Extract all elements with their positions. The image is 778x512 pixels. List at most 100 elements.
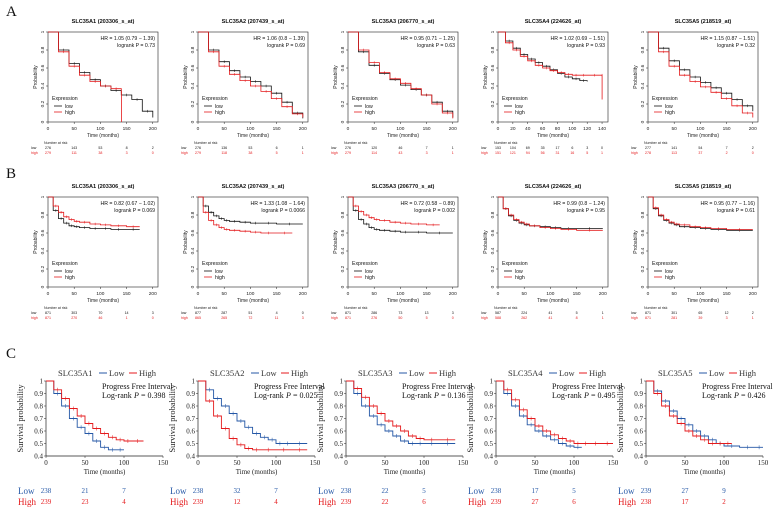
x-axis-label: Time (months)	[237, 298, 269, 304]
risk-low-count: 17	[555, 146, 559, 150]
y-tick-label: 0.4	[190, 247, 196, 254]
p-symbol: P	[433, 391, 439, 400]
hazard-ratio-text: HR = 0.72 (0.58 − 0.89)	[400, 201, 455, 207]
y-tick-label: 0.6	[340, 229, 346, 236]
legend-high-label: high	[65, 110, 75, 116]
x-tick-label: 50	[222, 291, 228, 297]
pfi-label: Progress Free Interval	[402, 382, 473, 391]
x-tick-label: 0	[647, 126, 650, 132]
plot-frame	[497, 196, 609, 288]
legend-low-label: low	[665, 104, 673, 110]
logrank-label: Log-rank	[552, 391, 582, 400]
risk-high-label: High	[170, 497, 189, 507]
x-tick-label: 100	[568, 126, 576, 132]
risk-table-header: Number at risk	[194, 141, 218, 145]
x-tick-label: 140	[598, 126, 606, 132]
y-tick-label: 0	[190, 120, 196, 123]
x-tick-label: 100	[396, 126, 404, 132]
plot-frame	[647, 196, 759, 288]
x-tick-label: 0	[197, 126, 200, 132]
x-tick-label: 50	[372, 126, 378, 132]
legend-title: Expression	[502, 261, 528, 267]
y-tick-label: 0	[490, 285, 496, 288]
y-axis-label: Survival probability	[15, 384, 25, 453]
risk-table-header: Number at risk	[494, 141, 518, 145]
risk-high-count: 0	[452, 316, 454, 320]
risk-low-count: 239	[641, 487, 652, 495]
risk-high-count: 3	[726, 316, 728, 320]
risk-high-label: high	[631, 151, 638, 155]
y-tick-label: 1	[190, 195, 196, 198]
risk-low-label: low	[331, 146, 337, 150]
y-tick-label: 0.7	[634, 415, 643, 423]
y-tick-label: 0.6	[34, 427, 43, 435]
y-tick-label: 1	[490, 30, 496, 33]
hazard-ratio-text: HR = 1.15 (0.87 − 1.51)	[700, 36, 755, 42]
legend-high-label: high	[665, 110, 675, 116]
y-axis-label: Probability	[483, 230, 489, 254]
risk-low-count: 5	[576, 311, 578, 315]
risk-low-count: 276	[345, 146, 351, 150]
x-tick-label: 50	[72, 126, 78, 132]
km-plot-b-1: SLC35A1 (203306_s_at)00.20.40.60.810 50 10…	[31, 184, 159, 320]
km-plot-b-4: SLC35A4 (224626_at) 0 0.2 0.4 0.6 0.8 1 0 50 100 1…	[481, 184, 609, 320]
y-tick-label: 0	[490, 120, 496, 123]
gene-title: SLC35A2	[210, 368, 244, 378]
legend-title: Expression	[202, 96, 228, 102]
hazard-ratio-text: HR = 0.82 (0.67 − 1.02)	[100, 201, 155, 207]
legend-low-label: low	[665, 269, 673, 275]
y-tick-label: 0.6	[640, 64, 646, 71]
gene-title: SLC35A4	[508, 368, 543, 378]
km-plot-b-5: SLC35A5 (218519_at) 0 0.2 0.4 0.6 0.8 1 0 50 100 1…	[631, 184, 759, 320]
risk-low-count: 276	[45, 146, 51, 150]
risk-high-count: 43	[398, 151, 402, 155]
y-tick-label: 0.6	[340, 64, 346, 71]
plot-title: SLC35A1 (203306_s_at)	[72, 184, 135, 190]
risk-low-label: Low	[318, 486, 335, 496]
y-tick-label: 0.4	[640, 82, 646, 89]
risk-high-count: 27	[532, 498, 540, 506]
plot-frame	[347, 196, 459, 288]
risk-table-header: Number at risk	[344, 141, 368, 145]
risk-low-count: 70	[98, 311, 102, 315]
x-tick-label: 100	[271, 459, 282, 467]
logrank-text: logrank P = 0.63	[417, 43, 455, 49]
risk-low-count: 32	[234, 487, 242, 495]
plot-frame	[647, 31, 759, 123]
risk-table-header: Number at risk	[194, 306, 218, 310]
x-tick-label: 0	[644, 459, 648, 467]
risk-low-count: 27	[682, 487, 690, 495]
pfi-label: Progress Free Interval	[552, 382, 623, 391]
logrank-label: Log-rank	[254, 391, 284, 400]
risk-low-count: 4	[276, 311, 278, 315]
p-symbol: P	[733, 391, 739, 400]
y-tick-label: 0.9	[634, 390, 643, 398]
x-tick-label: 50	[382, 459, 390, 467]
x-tick-label: 150	[423, 291, 431, 297]
risk-table-header: Number at risk	[44, 141, 68, 145]
y-tick-label: 0.4	[190, 82, 196, 89]
y-tick-label: 0.2	[490, 265, 496, 272]
x-tick-label: 150	[758, 459, 769, 467]
risk-low-count: 73	[398, 311, 402, 315]
risk-low-count: 120	[371, 146, 377, 150]
y-tick-label: 0.8	[34, 402, 43, 410]
legend-high-label: High	[739, 368, 757, 378]
legend-high-label: High	[139, 368, 157, 378]
hazard-ratio-text: HR = 1.05 (0.79 − 1.39)	[100, 36, 155, 42]
x-axis-label: Time (months)	[87, 133, 119, 139]
y-tick-label: 1	[640, 195, 646, 198]
risk-high-count: 6	[572, 498, 576, 506]
x-tick-label: 0	[344, 459, 348, 467]
plot-frame	[47, 196, 159, 288]
risk-low-count: 224	[521, 311, 527, 315]
risk-high-count: 12	[234, 498, 242, 506]
x-tick-label: 50	[234, 459, 242, 467]
risk-high-count: 1	[602, 316, 604, 320]
legend-low-label: low	[65, 269, 73, 275]
x-tick-label: 0	[347, 126, 350, 132]
y-tick-label: 0.6	[334, 427, 343, 435]
y-tick-label: 0.2	[640, 100, 646, 107]
x-tick-label: 50	[82, 459, 90, 467]
legend-low-label: low	[515, 104, 523, 110]
